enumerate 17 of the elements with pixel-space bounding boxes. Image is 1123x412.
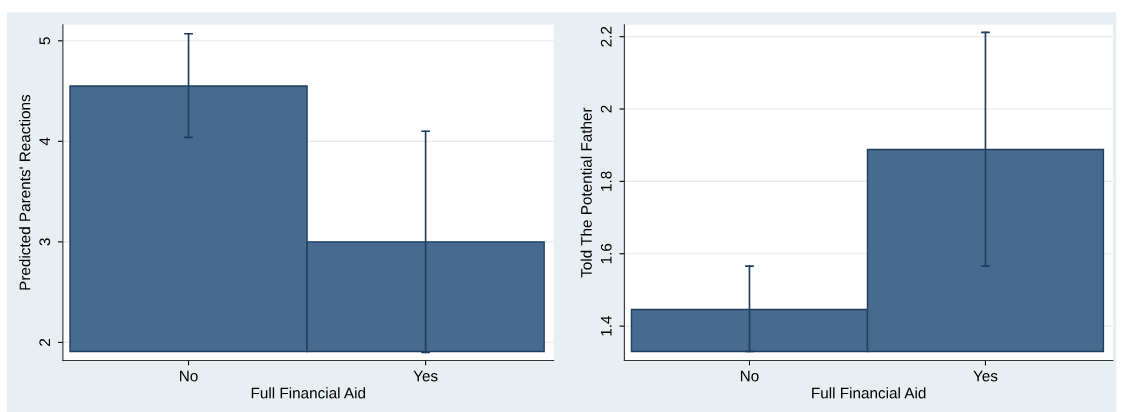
y-tick-label: 2 bbox=[39, 338, 50, 346]
x-tick-label: Yes bbox=[973, 370, 998, 382]
y-tick-label: 2.2 bbox=[600, 26, 612, 47]
y-tick-label: 5 bbox=[39, 37, 51, 45]
x-tick-label: Yes bbox=[413, 370, 438, 382]
y-tick-label: 4 bbox=[39, 137, 50, 146]
x-axis-title: Full Financial Aid bbox=[251, 387, 366, 399]
x-tick-label: No bbox=[180, 370, 198, 382]
y-tick-label: 1.4 bbox=[600, 315, 612, 336]
x-axis-title: Full Financial Aid bbox=[812, 387, 926, 399]
y-axis-title: Predicted Parents' Reactions bbox=[19, 94, 31, 290]
y-tick-label: 1.6 bbox=[600, 243, 612, 264]
y-tick-label: 2 bbox=[600, 105, 612, 113]
y-axis-title: Told The Potential Father bbox=[580, 107, 592, 278]
x-tick-label: No bbox=[740, 370, 759, 382]
y-tick-label: 3 bbox=[39, 238, 51, 246]
y-tick-label: 1.8 bbox=[600, 171, 612, 191]
